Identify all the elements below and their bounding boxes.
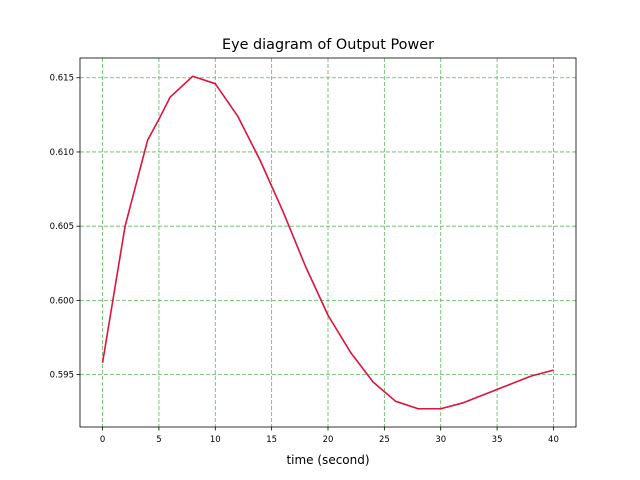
line-series: [101, 75, 554, 410]
y-tick-label: 0.610: [50, 148, 74, 158]
x-tick-label: 30: [435, 435, 446, 445]
x-tick-label: 35: [492, 435, 503, 445]
y-tick-label: 0.595: [50, 371, 74, 381]
chart-title: Eye diagram of Output Power: [222, 37, 434, 53]
plot-frame: [79, 57, 577, 428]
x-tick-label: 0: [100, 435, 105, 445]
x-tick-label: 40: [548, 435, 559, 445]
x-tick-label: 10: [210, 435, 221, 445]
x-tick-label: 5: [156, 435, 161, 445]
y-tick-label: 0.600: [50, 296, 74, 306]
x-axis-label: time (second): [286, 453, 369, 467]
y-tick-label: 0.605: [50, 222, 74, 232]
y-tick-label: 0.615: [50, 74, 74, 84]
x-tick-label: 15: [266, 435, 277, 445]
x-tick-label: 20: [323, 435, 334, 445]
x-tick-label: 25: [379, 435, 390, 445]
